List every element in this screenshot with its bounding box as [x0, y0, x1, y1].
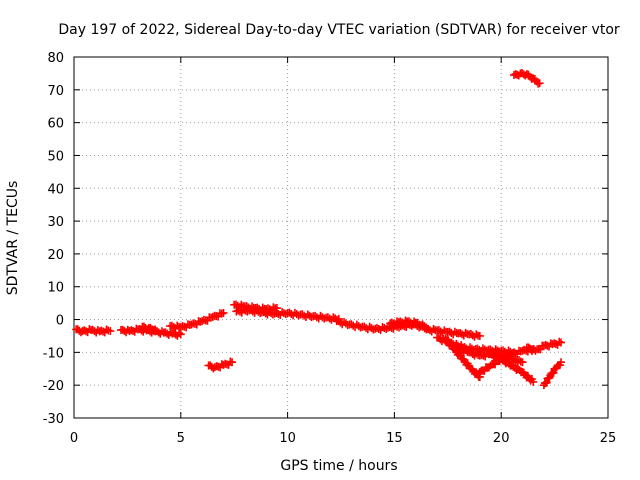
data-point-arc-o [493, 349, 502, 358]
data-point-arc-i [418, 320, 427, 329]
x-tick-label: 5 [177, 431, 185, 446]
x-tick-label: 15 [386, 431, 403, 446]
data-point-arc-f [237, 300, 246, 309]
data-point-arc-j [440, 326, 449, 335]
y-tick-label: 30 [47, 215, 64, 230]
y-tick-label: 60 [47, 117, 64, 132]
y-tick-label: -30 [43, 412, 64, 427]
data-point-arc-n [529, 377, 538, 386]
data-point-arc-g [274, 310, 283, 319]
data-point-arc-j [475, 331, 484, 340]
data-points [72, 69, 566, 390]
chart-title: Day 197 of 2022, Sidereal Day-to-day VTE… [58, 22, 620, 38]
data-point-arc-j [429, 324, 438, 333]
y-axis-ticks: -30 -20 -10 0 10 20 30 40 50 60 70 80 [43, 51, 608, 427]
data-point-arc-j [472, 330, 481, 339]
y-tick-label: 40 [47, 182, 64, 197]
data-point-arc-p [557, 338, 566, 347]
x-axis-label: GPS time / hours [280, 458, 397, 474]
x-tick-label: 0 [70, 431, 78, 446]
y-axis-label: SDTVAR / TECUs [5, 181, 21, 296]
data-point-arc-c [151, 325, 160, 334]
data-point-arc-o [518, 358, 527, 367]
y-tick-label: -10 [43, 346, 64, 361]
data-point-arc-q [549, 368, 558, 377]
data-point-arc-e [228, 358, 237, 367]
data-point-arc-o [477, 350, 486, 359]
data-point-arc-b [176, 330, 185, 339]
data-point-arc-c [149, 326, 158, 335]
x-tick-label: 20 [493, 431, 510, 446]
data-point-arc-h [373, 324, 382, 333]
data-point-arc-r [535, 79, 544, 88]
data-point-arc-a [106, 327, 115, 336]
x-axis-ticks: 0 5 10 15 20 25 [70, 57, 616, 446]
x-tick-label: 10 [279, 431, 296, 446]
y-tick-label: 20 [47, 248, 64, 263]
grid-lines [74, 57, 608, 418]
data-point-arc-j [461, 328, 470, 337]
plot-frame [73, 56, 609, 419]
data-point-arc-h [374, 325, 383, 334]
data-point-arc-q [542, 378, 551, 387]
data-point-arc-j [450, 327, 459, 336]
data-point-arc-d [219, 308, 228, 317]
y-tick-label: -20 [43, 379, 64, 394]
data-point-arc-a [102, 325, 111, 334]
data-point-arc-q [557, 358, 566, 367]
y-tick-label: 10 [47, 281, 64, 296]
y-tick-label: 70 [47, 84, 64, 99]
y-tick-label: 80 [47, 51, 64, 66]
x-tick-label: 25 [600, 431, 617, 446]
y-tick-label: 50 [47, 149, 64, 164]
y-tick-label: 0 [56, 314, 64, 329]
